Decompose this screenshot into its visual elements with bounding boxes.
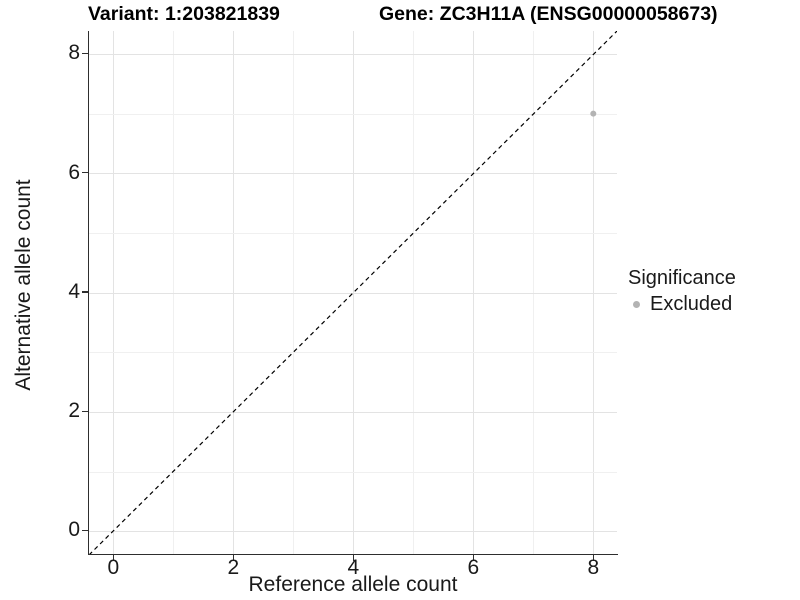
y-tick-label: 6 — [68, 160, 80, 184]
gridline-major-x8 — [593, 31, 595, 554]
gridline-major-y2 — [89, 412, 617, 414]
x-tick-4 — [352, 555, 355, 561]
legend-title: Significance — [628, 267, 736, 289]
legend-item-label: Excluded — [650, 293, 733, 315]
gridline-major-x6 — [473, 31, 475, 554]
x-tick-label: 0 — [107, 556, 120, 579]
x-tick-label: 2 — [227, 556, 240, 579]
gridline-minor-x3 — [293, 31, 295, 554]
gridline-minor-y7 — [89, 114, 617, 116]
y-tick-label: 8 — [68, 41, 80, 65]
gridline-minor-x7 — [533, 31, 535, 554]
plot-panel — [89, 31, 617, 554]
gene-title: Gene: ZC3H11A (ENSG00000058673) — [379, 3, 718, 25]
gridline-major-x2 — [233, 31, 235, 554]
x-tick-8 — [592, 555, 595, 561]
x-tick-6 — [472, 555, 475, 561]
y-tick-2 — [81, 410, 88, 412]
data-point-excluded — [590, 110, 597, 117]
y-tick-6 — [81, 171, 88, 174]
gridline-major-x4 — [353, 31, 355, 554]
x-tick-2 — [232, 555, 235, 561]
gridline-major-y4 — [89, 293, 617, 295]
y-tick-0 — [81, 529, 88, 532]
gridline-minor-y3 — [89, 352, 617, 354]
x-tick-label: 8 — [587, 556, 600, 579]
x-tick-label: 6 — [467, 556, 480, 579]
gridline-major-y8 — [89, 54, 617, 56]
x-axis-title: Reference allele count — [248, 573, 458, 596]
legend-item-excluded: Excluded — [628, 293, 736, 316]
y-tick-8 — [81, 52, 88, 55]
y-tick-label: 4 — [68, 279, 80, 303]
x-axis-line — [87, 553, 618, 555]
x-tick-0 — [112, 555, 115, 561]
gridline-minor-x5 — [413, 31, 415, 554]
gridline-major-y0 — [89, 531, 617, 533]
gridline-minor-y5 — [89, 233, 617, 235]
gridline-minor-x1 — [173, 31, 175, 554]
y-axis-line — [87, 31, 90, 555]
y-axis-title: Alternative allele count — [12, 179, 35, 391]
y-tick-label: 0 — [68, 518, 80, 542]
panel-canvas — [89, 31, 617, 554]
gridline-minor-y1 — [89, 472, 617, 474]
y-tick-label: 2 — [68, 399, 80, 423]
variant-title: Variant: 1:203821839 — [88, 3, 280, 25]
x-tick-label: 4 — [347, 556, 360, 579]
legend-key-dot-icon — [633, 301, 640, 308]
gridline-major-x0 — [113, 31, 115, 554]
identity-reference-line — [89, 31, 617, 554]
gridline-major-y6 — [89, 173, 617, 175]
y-tick-4 — [81, 291, 88, 293]
legend: Significance Excluded — [628, 267, 736, 316]
